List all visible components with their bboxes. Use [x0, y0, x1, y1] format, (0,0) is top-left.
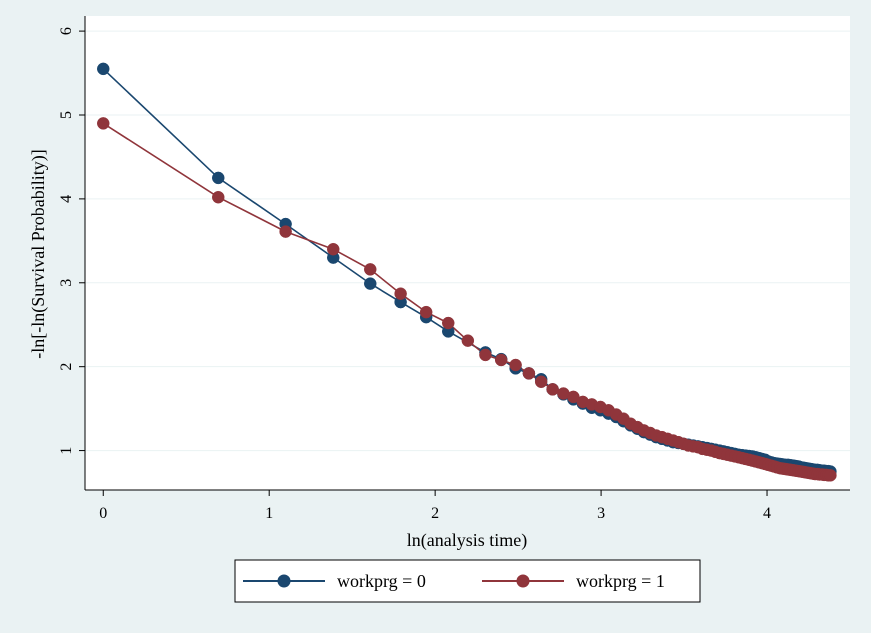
data-point-workprg-1 [212, 190, 225, 204]
data-point-workprg-1 [394, 287, 407, 300]
y-axis-title: -ln[-ln(Survival Probability)] [28, 149, 49, 358]
ticks: 1 2 3 4 5 6 0 1 2 3 4 [58, 27, 771, 522]
data-point-workprg-1 [97, 117, 110, 130]
data-point-workprg-1 [479, 348, 492, 362]
data-point-workprg-1 [461, 334, 475, 347]
data-point-workprg-1 [364, 263, 377, 276]
data-point-workprg-0 [212, 171, 225, 185]
y-tick-label: 2 [58, 363, 75, 371]
data-point-workprg-1 [279, 225, 292, 238]
data-point-workprg-1 [546, 383, 559, 396]
data-point-workprg-1 [327, 242, 340, 256]
x-tick-label: 3 [597, 505, 605, 522]
y-tick-label: 1 [58, 447, 75, 455]
plot-area [85, 16, 850, 490]
x-tick-label: 4 [763, 505, 771, 522]
data-point-workprg-1 [509, 358, 522, 372]
data-point-workprg-0 [97, 62, 110, 76]
legend-label-workprg-0: workprg = 0 [337, 571, 426, 591]
data-point-workprg-1 [534, 375, 548, 389]
x-axis-title: ln(analysis time) [407, 530, 527, 551]
data-point-workprg-1 [419, 305, 433, 319]
x-tick-label: 2 [431, 505, 439, 522]
y-tick-label: 4 [58, 195, 75, 203]
axes [84, 16, 850, 491]
x-tick-label: 0 [99, 505, 107, 522]
y-tick-label: 6 [58, 27, 75, 35]
x-tick-label: 1 [265, 505, 273, 522]
legend-label-workprg-1: workprg = 1 [576, 571, 665, 591]
data-point-workprg-1 [522, 367, 536, 380]
series [97, 62, 837, 482]
data-point-workprg-1 [442, 316, 455, 330]
legend-marker-workprg-1 [516, 574, 530, 588]
data-point-workprg-0 [364, 277, 377, 290]
legend-marker-workprg-0 [277, 574, 291, 588]
legend: workprg = 0 workprg = 1 [234, 559, 701, 603]
data-point-workprg-1 [824, 469, 837, 482]
y-tick-label: 3 [58, 279, 75, 287]
data-point-workprg-1 [494, 353, 508, 367]
y-tick-label: 5 [58, 111, 75, 119]
